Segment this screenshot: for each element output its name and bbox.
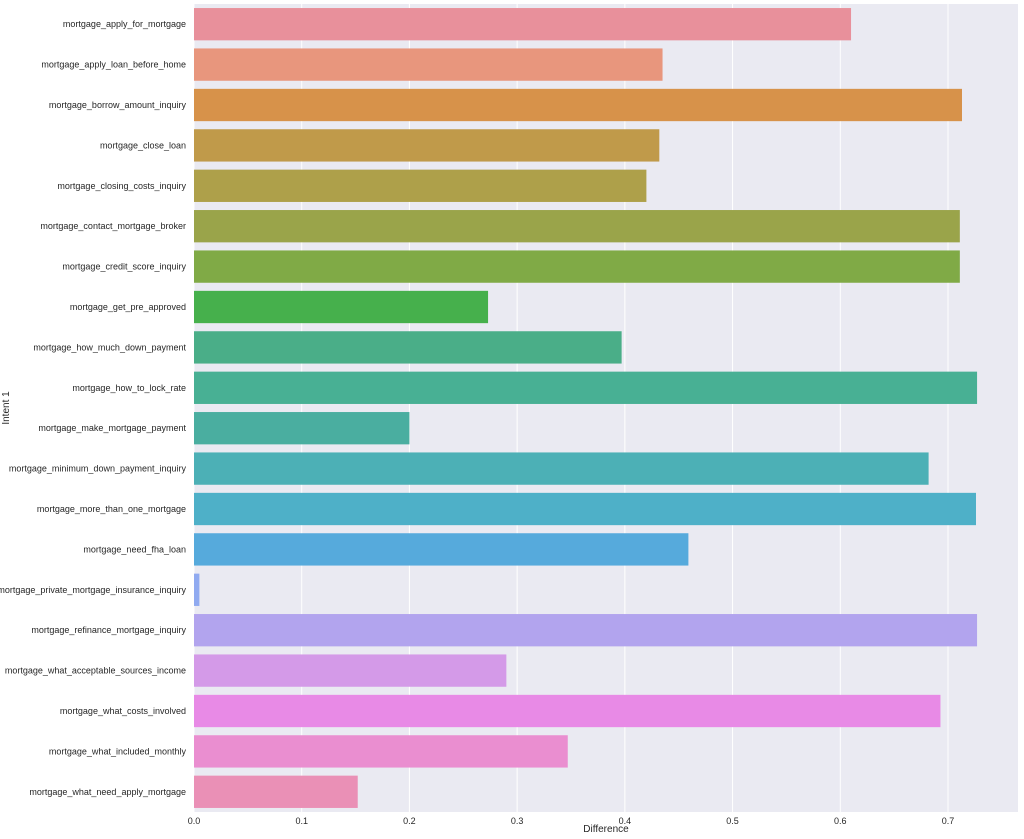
x-tick-labels: 0.0 0.1 0.2 0.3 0.4 0.5 0.6 0.7	[188, 816, 955, 826]
category-label: mortgage_apply_loan_before_home	[41, 60, 186, 70]
bar-mortgage_more_than_one_mortgage	[194, 492, 976, 526]
x-tick-label: 0.1	[295, 816, 308, 826]
category-label: mortgage_borrow_amount_inquiry	[49, 100, 187, 110]
category-label: mortgage_close_loan	[100, 140, 186, 150]
category-label: mortgage_how_much_down_payment	[33, 342, 186, 352]
bar-mortgage_apply_loan_before_home	[194, 48, 663, 81]
bar-mortgage_close_loan	[194, 129, 660, 162]
category-label: mortgage_closing_costs_inquiry	[57, 181, 186, 191]
category-label: mortgage_get_pre_approved	[70, 302, 186, 312]
category-label: mortgage_private_mortgage_insurance_inqu…	[0, 585, 186, 595]
bar-mortgage_what_need_apply_mortgage	[194, 775, 358, 808]
bar-mortgage_refinance_mortgage_inquiry	[194, 614, 978, 647]
category-label: mortgage_more_than_one_mortgage	[37, 504, 186, 514]
bar-mortgage_what_acceptable_sources_income	[194, 654, 507, 687]
bar-mortgage_how_much_down_payment	[194, 331, 622, 364]
category-label: mortgage_what_need_apply_mortgage	[29, 787, 186, 797]
bar-mortgage_need_fha_loan	[194, 533, 689, 566]
x-tick-label: 0.0	[188, 816, 201, 826]
bar-mortgage_closing_costs_inquiry	[194, 169, 647, 202]
category-label: mortgage_minimum_down_payment_inquiry	[9, 464, 187, 474]
category-labels: mortgage_apply_for_mortgage mortgage_appl…	[0, 19, 186, 797]
x-axis-label: Difference	[583, 824, 629, 835]
bar-mortgage_how_to_lock_rate	[194, 371, 978, 404]
category-label: mortgage_contact_mortgage_broker	[40, 221, 186, 231]
bar-mortgage_credit_score_inquiry	[194, 250, 960, 283]
bar-mortgage_make_mortgage_payment	[194, 412, 410, 445]
category-label: mortgage_refinance_mortgage_inquiry	[31, 625, 186, 635]
bar-mortgage_apply_for_mortgage	[194, 8, 852, 41]
category-label: mortgage_what_acceptable_sources_income	[5, 666, 186, 676]
x-tick-label: 0.3	[511, 816, 524, 826]
bars	[194, 8, 978, 808]
bar-mortgage_borrow_amount_inquiry	[194, 88, 962, 122]
x-tick-label: 0.6	[834, 816, 847, 826]
bar-mortgage_what_included_monthly	[194, 735, 568, 768]
bar-mortgage_private_mortgage_insurance_inquiry	[194, 573, 200, 606]
category-label: mortgage_how_to_lock_rate	[72, 383, 186, 393]
x-tick-label: 0.2	[403, 816, 416, 826]
bar-mortgage_get_pre_approved	[194, 290, 489, 324]
bar-mortgage_contact_mortgage_broker	[194, 210, 960, 243]
bar-mortgage_minimum_down_payment_inquiry	[194, 452, 929, 485]
category-label: mortgage_apply_for_mortgage	[63, 19, 186, 29]
category-label: mortgage_what_costs_involved	[60, 706, 186, 716]
bar-mortgage_what_costs_involved	[194, 694, 941, 728]
category-label: mortgage_make_mortgage_payment	[38, 423, 186, 433]
x-tick-label: 0.7	[942, 816, 955, 826]
y-axis-label: Intent 1	[1, 391, 12, 425]
category-label: mortgage_need_fha_loan	[83, 544, 186, 554]
x-tick-label: 0.5	[726, 816, 739, 826]
x-tick-label: 0.4	[619, 816, 632, 826]
category-label: mortgage_credit_score_inquiry	[62, 262, 186, 272]
plot-background	[194, 4, 1018, 812]
category-label: mortgage_what_included_monthly	[49, 746, 187, 756]
